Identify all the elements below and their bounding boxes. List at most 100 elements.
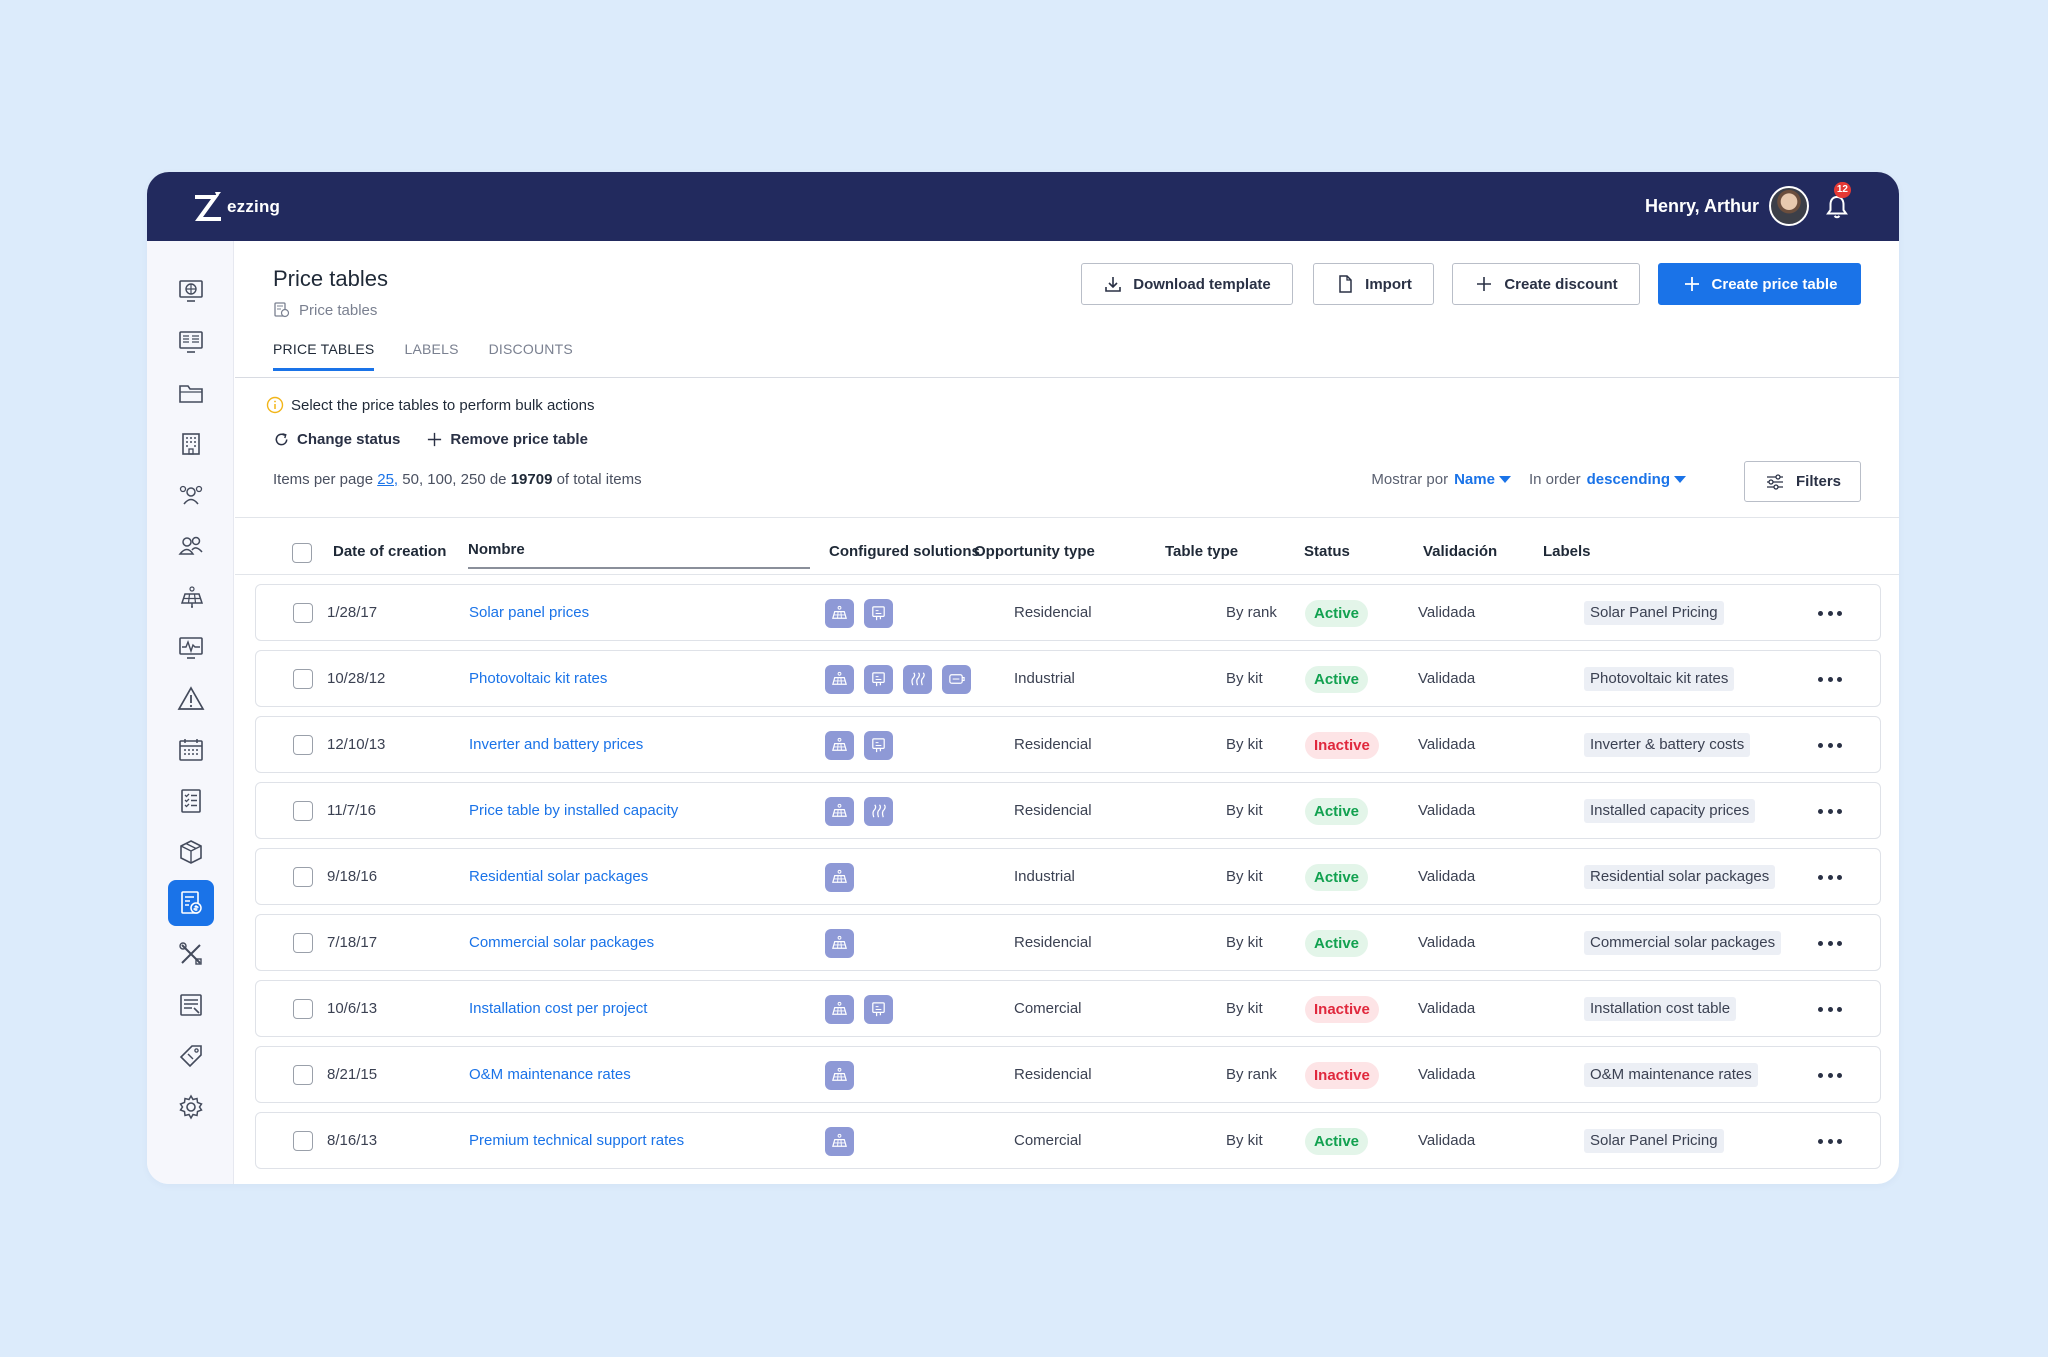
create-price-table-button[interactable]: Create price table	[1658, 263, 1861, 305]
logo[interactable]: ezzing	[191, 190, 280, 224]
order-select[interactable]: descending	[1586, 471, 1670, 488]
sidebar-item-users[interactable]	[168, 523, 214, 569]
row-checkbox[interactable]	[293, 867, 313, 887]
change-status-button[interactable]: Change status	[273, 431, 400, 448]
chevron-down-icon[interactable]	[1498, 476, 1511, 483]
bulk-actions: Change status Remove price table	[273, 431, 614, 448]
column-solutions[interactable]: Configured solutions	[829, 543, 980, 560]
table-row[interactable]: 11/7/16 Price table by installed capacity…	[255, 782, 1881, 839]
row-checkbox[interactable]	[293, 933, 313, 953]
table-row[interactable]: 7/18/17 Commercial solar packages Residenc…	[255, 914, 1881, 971]
sidebar-item-dashboard[interactable]	[168, 319, 214, 365]
more-options-icon[interactable]	[1818, 801, 1842, 821]
tab-discounts[interactable]: DISCOUNTS	[488, 341, 573, 357]
row-name-link[interactable]: Commercial solar packages	[469, 934, 655, 951]
column-name[interactable]: Nombre	[468, 541, 525, 558]
import-button[interactable]: Import	[1313, 263, 1434, 305]
more-options-icon[interactable]	[1818, 1065, 1842, 1085]
sidebar-item-projects[interactable]	[168, 370, 214, 416]
row-name-link[interactable]: Residential solar packages	[469, 868, 649, 885]
avatar[interactable]	[1769, 186, 1809, 226]
table-row[interactable]: 10/28/12 Photovoltaic kit rates Industrial…	[255, 650, 1881, 707]
sidebar-item-global[interactable]	[168, 268, 214, 314]
create-price-table-label: Create price table	[1711, 275, 1838, 293]
column-validation[interactable]: Validación	[1423, 543, 1498, 560]
sidebar-item-settings[interactable]	[168, 1084, 214, 1130]
row-checkbox[interactable]	[293, 801, 313, 821]
row-checkbox[interactable]	[293, 603, 313, 623]
sidebar-item-documents[interactable]	[168, 982, 214, 1028]
heat-icon	[864, 797, 893, 826]
row-name-link[interactable]: Premium technical support rates	[469, 1132, 685, 1149]
column-table-type[interactable]: Table type	[1165, 543, 1239, 560]
row-label-chip[interactable]: Commercial solar packages	[1584, 931, 1782, 955]
row-label-chip[interactable]: Residential solar packages	[1584, 865, 1776, 889]
row-checkbox[interactable]	[293, 735, 313, 755]
table-row[interactable]: 12/10/13 Inverter and battery prices Resid…	[255, 716, 1881, 773]
row-name-link[interactable]: Photovoltaic kit rates	[469, 670, 608, 687]
bell-icon[interactable]	[1825, 194, 1849, 220]
breadcrumb-item[interactable]: Price tables	[299, 301, 378, 319]
row-checkbox[interactable]	[293, 1131, 313, 1151]
row-checkbox[interactable]	[293, 999, 313, 1019]
table-row[interactable]: 8/16/13 Premium technical support rates Co…	[255, 1112, 1881, 1169]
row-table-type: By rank	[1226, 1066, 1277, 1083]
chevron-down-icon[interactable]	[1674, 476, 1686, 483]
select-all-checkbox[interactable]	[292, 543, 312, 563]
more-options-icon[interactable]	[1818, 735, 1842, 755]
row-label-chip[interactable]: Installed capacity prices	[1584, 799, 1756, 823]
row-checkbox[interactable]	[293, 669, 313, 689]
row-label-chip[interactable]: O&M maintenance rates	[1584, 1063, 1758, 1087]
more-options-icon[interactable]	[1818, 867, 1842, 887]
more-options-icon[interactable]	[1818, 603, 1842, 623]
sidebar-item-team[interactable]	[168, 472, 214, 518]
column-status[interactable]: Status	[1304, 543, 1350, 560]
download-template-button[interactable]: Download template	[1081, 263, 1293, 305]
sliders-icon	[1766, 473, 1783, 490]
sidebar-item-calendar[interactable]	[168, 727, 214, 773]
gear-icon	[179, 1094, 203, 1120]
tab-labels[interactable]: LABELS	[404, 341, 459, 357]
sidebar-item-companies[interactable]	[168, 421, 214, 467]
row-checkbox[interactable]	[293, 1065, 313, 1085]
column-date[interactable]: Date of creation	[333, 543, 447, 560]
sidebar-item-tools[interactable]	[168, 931, 214, 977]
row-name-link[interactable]: Solar panel prices	[469, 604, 590, 621]
battery-icon	[942, 665, 971, 694]
more-options-icon[interactable]	[1818, 933, 1842, 953]
more-options-icon[interactable]	[1818, 669, 1842, 689]
remove-price-table-button[interactable]: Remove price table	[426, 431, 588, 448]
table-row[interactable]: 9/18/16 Residential solar packages Industr…	[255, 848, 1881, 905]
sidebar-item-price-tables[interactable]	[168, 880, 214, 926]
table-row[interactable]: 10/6/13 Installation cost per project Come…	[255, 980, 1881, 1037]
sidebar-item-tasks[interactable]	[168, 778, 214, 824]
tab-price-tables[interactable]: PRICE TABLES	[273, 341, 375, 371]
table-row[interactable]: 8/21/15 O&M maintenance rates Residencial B…	[255, 1046, 1881, 1103]
user-menu[interactable]: Henry, Arthur	[1645, 186, 1809, 226]
row-label-chip[interactable]: Photovoltaic kit rates	[1584, 667, 1735, 691]
filters-button[interactable]: Filters	[1744, 461, 1861, 502]
more-options-icon[interactable]	[1818, 1131, 1842, 1151]
create-discount-button[interactable]: Create discount	[1452, 263, 1640, 305]
sidebar	[147, 241, 234, 1184]
row-label-chip[interactable]: Solar Panel Pricing	[1584, 1129, 1724, 1153]
per-page-option-25[interactable]: 25,	[377, 471, 399, 488]
row-name-link[interactable]: O&M maintenance rates	[469, 1066, 631, 1083]
table-row[interactable]: 1/28/17 Solar panel prices Residencial By r…	[255, 584, 1881, 641]
column-labels[interactable]: Labels	[1543, 543, 1591, 560]
sidebar-item-discounts[interactable]	[168, 1033, 214, 1079]
sidebar-item-monitoring[interactable]	[168, 625, 214, 671]
row-name-link[interactable]: Installation cost per project	[469, 1000, 648, 1017]
row-label-chip[interactable]: Installation cost table	[1584, 997, 1737, 1021]
more-options-icon[interactable]	[1818, 999, 1842, 1019]
sort-by-select[interactable]: Name	[1454, 471, 1495, 488]
row-label-chip[interactable]: Inverter & battery costs	[1584, 733, 1751, 757]
column-opportunity[interactable]: Opportunity type	[974, 543, 1095, 560]
sidebar-item-products[interactable]	[168, 829, 214, 875]
sidebar-item-solar[interactable]	[168, 574, 214, 620]
sidebar-item-alerts[interactable]	[168, 676, 214, 722]
row-name-link[interactable]: Price table by installed capacity	[469, 802, 679, 819]
row-label-chip[interactable]: Solar Panel Pricing	[1584, 601, 1724, 625]
per-page-options[interactable]: 50, 100, 250 de	[398, 471, 511, 488]
row-name-link[interactable]: Inverter and battery prices	[469, 736, 644, 753]
